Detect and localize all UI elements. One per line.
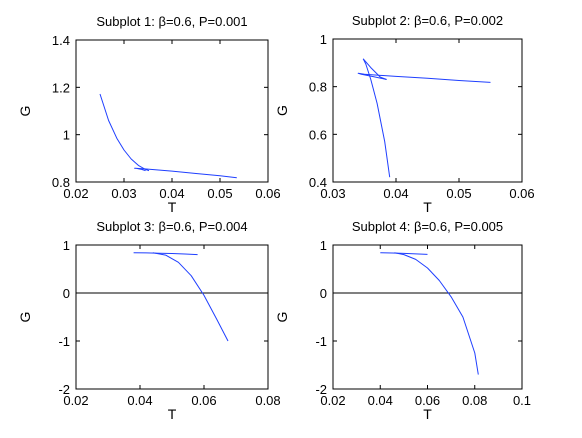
subplot-4-axes-box [332,244,523,390]
subplot-3-xtick-label: 0.06 [191,393,216,408]
subplot-2-xlabel: T [423,199,432,215]
subplot-1-ylabel: G [17,106,33,117]
subplot-1-xtick-label: 0.05 [207,186,232,201]
subplot-2-axes-box [332,38,523,183]
subplot-4-xtick-label: 0.04 [368,393,393,408]
subplot-4-xtick-label: 0.1 [513,393,531,408]
subplot-4-ylabel: G [274,312,290,323]
subplot-3-ytick-label: -2 [58,382,70,397]
subplot-1-xtick-label: 0.02 [63,186,88,201]
subplot-3-ytick-label: 0 [63,286,70,301]
subplot-2-series-1-line [362,58,391,178]
subplot-4-title: Subplot 4: β=0.6, P=0.005 [352,219,503,234]
subplot-3-xtick-label: 0.04 [127,393,152,408]
subplot-1-ytick-label: 0.8 [52,175,70,190]
subplot-2-ytick-label: 0.6 [309,127,327,142]
subplot-2-xtick-label: 0.05 [446,186,471,201]
subplot-4-series-1-line [380,252,428,255]
subplot-1-series-2-line [134,167,237,179]
subplot-4-series-2-line [394,252,479,375]
subplot-2-xtick-label: 0.04 [383,186,408,201]
subplot-1-axes-box [75,39,269,183]
subplot-1-xlabel: T [168,199,177,215]
subplot-2-xtick-label: 0.06 [509,186,534,201]
subplot-2-ytick-label: 1 [320,32,327,47]
subplot-3-xtick-label: 0.08 [255,393,280,408]
subplot-4-ytick-label: 1 [320,238,327,253]
subplot-1-ytick-label: 1.4 [52,33,70,48]
subplot-1-title: Subplot 1: β=0.6, P=0.001 [96,14,247,29]
subplot-3-series-2-line [152,252,229,342]
subplot-3-series-1-line [133,252,198,256]
subplot-2-title: Subplot 2: β=0.6, P=0.002 [352,13,503,28]
subplot-4-ytick-label: 0 [320,286,327,301]
subplot-1-xtick-label: 0.06 [255,186,280,201]
subplot-2-ytick-label: 0.4 [309,175,327,190]
subplot-4-xlabel: T [423,406,432,422]
subplot-4-xtick-label: 0.06 [415,393,440,408]
subplot-2-series-3-line [357,72,491,83]
subplot-3-xtick-label: 0.02 [63,393,88,408]
subplot-2-xtick-label: 0.03 [320,186,345,201]
subplot-4-ytick-label: -2 [315,382,327,397]
subplot-3-ytick-label: -1 [58,334,70,349]
subplot-4-ytick-label: -1 [315,334,327,349]
subplot-3-title: Subplot 3: β=0.6, P=0.004 [96,219,247,234]
subplot-2-ytick-label: 0.8 [309,80,327,95]
subplot-3-axes-box [75,244,269,390]
subplot-1-ytick-label: 1 [63,128,70,143]
subplot-4-xtick-label: 0.02 [320,393,345,408]
subplot-3-xlabel: T [168,406,177,422]
subplot-4-xtick-label: 0.08 [462,393,487,408]
subplot-3-ytick-label: 1 [63,238,70,253]
subplot-1-ytick-label: 1.2 [52,80,70,95]
subplot-1-xtick-label: 0.03 [111,186,136,201]
subplot-3-ylabel: G [17,312,33,323]
subplot-2-ylabel: G [274,105,290,116]
subplot-1-xtick-label: 0.04 [159,186,184,201]
